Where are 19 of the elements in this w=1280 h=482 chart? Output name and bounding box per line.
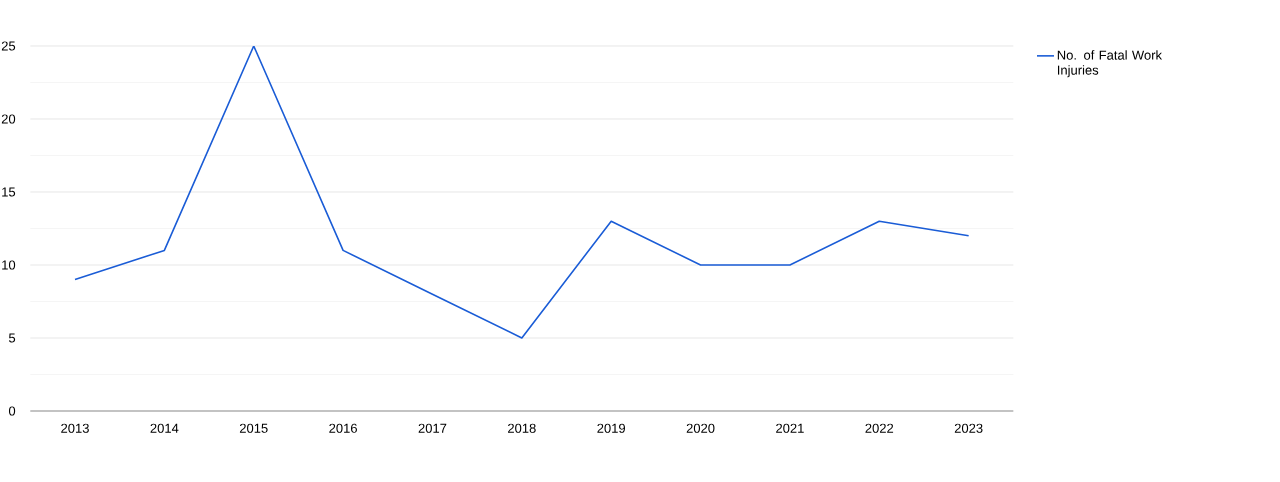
x-tick-label: 2022 [865,423,894,433]
line-series [74,46,970,339]
y-tick-label: 20 [1,114,16,124]
x-tick-label: 2015 [239,423,268,433]
y-tick-label: 10 [2,260,16,270]
x-tick-label: 2023 [954,423,983,433]
legend-label: No. of Fatal Work Injuries [1057,50,1163,78]
x-tick-label: 2013 [61,423,89,433]
y-tick-label: 15 [2,187,16,197]
x-tick-label: 2016 [329,423,357,433]
x-tick-label: 2018 [508,423,536,433]
y-tick-label: 5 [8,333,16,343]
x-tick-label: 2019 [597,423,626,433]
y-tick-label: 0 [8,406,16,416]
y-tick-label: 25 [1,41,16,51]
x-tick-label: 2021 [776,423,804,433]
x-tick-label: 2020 [686,423,715,433]
x-tick-label: 2014 [150,423,179,433]
x-tick-label: 2017 [418,423,447,433]
